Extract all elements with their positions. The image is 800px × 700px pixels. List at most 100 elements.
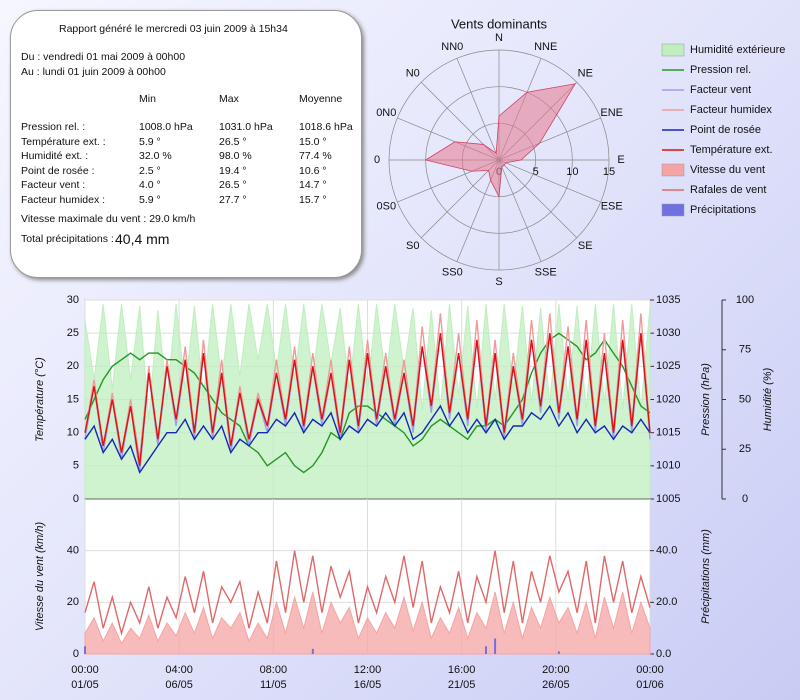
legend-label: Vitesse du vent	[690, 164, 765, 176]
x-tick-label: 00:00	[636, 664, 664, 676]
row-label: Température ext. :	[21, 135, 106, 148]
row-label: Facteur vent :	[21, 179, 86, 191]
row-label: Point de rosée :	[21, 164, 95, 177]
legend-label: Facteur humidex	[690, 104, 772, 116]
cell-value: 26.5 °	[219, 135, 247, 148]
r-tick-label: 15	[603, 166, 615, 178]
y-tick-label: 15	[67, 393, 79, 405]
legend-label: Rafales de vent	[690, 184, 766, 196]
y3-tick-label: 50	[739, 393, 751, 405]
x-tick-date: 26/05	[542, 679, 570, 691]
direction-label: SE	[578, 240, 593, 252]
y-axis-title: Température (°C)	[34, 357, 46, 442]
report-panel: Rapport généré le mercredi 03 juin 2009 …	[10, 10, 362, 278]
cell-value: 10.6 °	[299, 164, 327, 177]
y-tick-label: 5	[73, 460, 79, 472]
cell-value: 1031.0 hPa	[219, 121, 273, 133]
direction-label: NN0	[441, 41, 463, 53]
precip-bar	[484, 646, 487, 654]
generated: Rapport généré le mercredi 03 juin 2009 …	[59, 23, 288, 35]
direction-label: S	[495, 276, 502, 288]
x-tick-label: 00:00	[71, 664, 99, 676]
y-tick-label: 10	[67, 427, 79, 439]
y3-axis-title: Humidité (%)	[762, 367, 774, 431]
y2-tick-label: 1010	[656, 460, 680, 472]
y2-tick-label: 1035	[656, 294, 680, 306]
y2-tick-label: 20.0	[656, 596, 677, 608]
legend-label: Humidité extérieure	[690, 44, 785, 56]
series-line	[84, 404, 651, 475]
y2-tick-label: 0.0	[656, 648, 671, 660]
cell-value: 15.7 °	[299, 193, 327, 206]
y3-tick-label: 25	[739, 443, 751, 455]
y2-tick-label: 1005	[656, 493, 680, 505]
direction-label: N	[495, 32, 503, 44]
cell-value: 32.0 %	[139, 150, 172, 162]
y3-tick-label: 0	[742, 493, 748, 505]
series-line	[84, 333, 651, 466]
x-tick-label: 20:00	[542, 664, 570, 676]
direction-label: ENE	[600, 107, 623, 119]
x-tick-date: 01/06	[636, 679, 664, 691]
from: Du : vendredi 01 mai 2009 à 00h00	[21, 51, 186, 63]
x-tick-date: 16/05	[354, 679, 382, 691]
y-axis-title: Vitesse du vent (km/h)	[34, 522, 46, 632]
y-tick-label: 20	[67, 360, 79, 372]
spoke	[498, 159, 578, 239]
spoke	[420, 159, 500, 239]
x-tick-label: 04:00	[165, 664, 193, 676]
spoke	[498, 159, 542, 262]
legend-swatch	[661, 163, 685, 177]
direction-label: ESE	[601, 201, 623, 213]
series-line	[84, 332, 651, 474]
row-label: Facteur humidex :	[21, 193, 106, 206]
max-wind: Vitesse maximale du vent : 29.0 km/h	[21, 213, 196, 225]
cell-value: 26.5 °	[219, 179, 247, 191]
legend-label: Précipitations	[690, 204, 757, 216]
series-line	[84, 550, 651, 636]
x-tick-label: 08:00	[260, 664, 288, 676]
legend-label: Température ext.	[690, 144, 773, 156]
spoke	[498, 159, 601, 203]
y2-tick-label: 1030	[656, 327, 680, 339]
x-tick-date: 11/05	[260, 679, 287, 691]
cell-value: 5.9 °	[139, 135, 161, 148]
direction-label: SSE	[535, 267, 557, 279]
x-tick-label: 12:00	[354, 664, 382, 676]
cell-value: 1018.6 hPa	[299, 121, 353, 133]
cell-value: 4.0 °	[139, 179, 161, 191]
series-area	[84, 591, 651, 655]
precip-label: Total précipitations :	[21, 233, 114, 245]
y3-tick-label: 75	[739, 344, 751, 356]
column-header: Moyenne	[299, 93, 343, 105]
precip-bar	[84, 646, 86, 654]
rose-area	[424, 83, 577, 199]
cell-value: 27.7 °	[219, 193, 247, 206]
legend-label: Pression rel.	[690, 64, 751, 76]
y2-axis-title: Précipitations (mm)	[700, 529, 712, 624]
legend-label: Facteur vent	[690, 84, 751, 96]
y2-tick-label: 1025	[656, 360, 680, 372]
row-label: Pression rel. :	[21, 121, 86, 133]
legend-label: Point de rosée	[690, 124, 761, 136]
x-tick-date: 21/05	[448, 679, 476, 691]
direction-label: 0S0	[376, 201, 396, 213]
cell-value: 1008.0 hPa	[139, 121, 193, 133]
x-tick-date: 01/05	[71, 679, 99, 691]
cell-value: 14.7 °	[299, 179, 327, 191]
y-tick-label: 30	[67, 294, 79, 306]
y-tick-label: 40	[67, 545, 79, 557]
y2-tick-label: 40.0	[656, 545, 677, 557]
precip-bar	[494, 638, 497, 654]
y2-tick-label: 1015	[656, 427, 680, 439]
chart-title: Vents dominants	[451, 16, 548, 31]
direction-label: S0	[406, 240, 419, 252]
r-tick-label: 10	[566, 166, 578, 178]
precip-bar	[557, 651, 560, 654]
y2-axis-title: Pression (hPa)	[700, 363, 712, 436]
y-tick-label: 25	[67, 327, 79, 339]
cell-value: 2.5 °	[139, 164, 161, 177]
y-tick-label: 0	[73, 648, 79, 660]
